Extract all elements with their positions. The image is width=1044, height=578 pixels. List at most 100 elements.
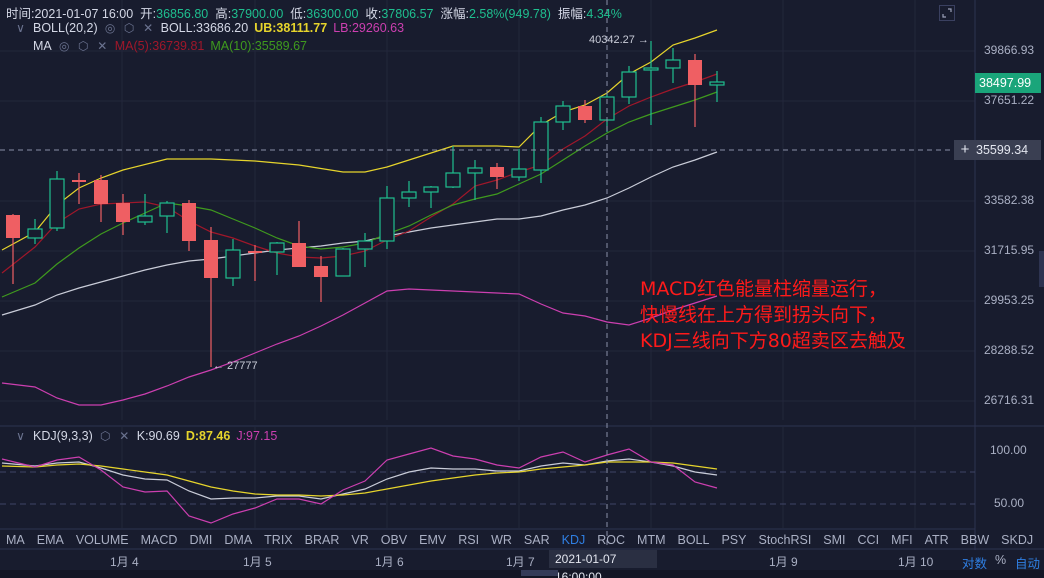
price-axis-label: 37651.22 xyxy=(984,93,1035,107)
time-axis[interactable]: 1月 4 1月 5 1月 6 1月 7 1月 9 1月 10 xyxy=(0,550,1044,570)
tab-boll[interactable]: BOLL xyxy=(677,533,710,547)
tab-sar[interactable]: SAR xyxy=(523,533,550,547)
time-axis-label: 1月 9 xyxy=(769,555,798,569)
price-axis-label: 29953.25 xyxy=(984,293,1035,307)
open-value: 36856.80 xyxy=(156,7,209,21)
gear-icon[interactable]: ⬡ xyxy=(123,20,135,35)
boll-mid-value: BOLL:33686.20 xyxy=(160,21,249,35)
time-value: 2021-01-07 16:00 xyxy=(34,7,134,21)
boll-legend: ∨ BOLL(20,2) ◎ ⬡ ✕ BOLL:33686.20 UB:3811… xyxy=(14,21,404,35)
eye-icon[interactable]: ◎ xyxy=(59,38,70,53)
current-price-tag: 38497.99 xyxy=(975,73,1041,93)
kdj-j-value: J:97.15 xyxy=(236,429,278,443)
expand-icon xyxy=(942,8,952,18)
low-marker: ← 27777 xyxy=(213,360,258,372)
collapse-icon[interactable]: ∨ xyxy=(16,20,25,35)
candlesticks xyxy=(6,41,725,367)
close-icon[interactable]: ✕ xyxy=(143,20,154,35)
time-axis-label: 1月 6 xyxy=(375,555,404,569)
kdj-name: KDJ(9,3,3) xyxy=(33,429,93,443)
crosshair-price-tag: +35599.34 xyxy=(954,140,1041,160)
time-axis-label: 1月 7 xyxy=(506,555,535,569)
tab-bias[interactable]: BIAS xyxy=(1039,530,1044,550)
tab-roc[interactable]: ROC xyxy=(597,533,626,547)
change-value: 2.58%(949.78) xyxy=(468,7,551,21)
gear-icon[interactable]: ⬡ xyxy=(100,428,111,443)
ma-name: MA xyxy=(33,39,52,53)
crosshair xyxy=(0,0,955,549)
close-icon[interactable]: ✕ xyxy=(97,38,108,53)
annotation-line: KDJ三线向下方80超卖区去触及 xyxy=(640,330,906,352)
crosshair-price-value: 35599.34 xyxy=(976,143,1029,157)
tab-atr[interactable]: ATR xyxy=(924,533,949,547)
tab-psy[interactable]: PSY xyxy=(721,533,747,547)
tab-trix[interactable]: TRIX xyxy=(264,533,293,547)
tab-obv[interactable]: OBV xyxy=(380,533,408,547)
annotation-line: 快慢线在上方得到拐头向下， xyxy=(640,304,888,326)
price-axis-label: 26716.31 xyxy=(984,393,1035,407)
price-axis-label: 28288.52 xyxy=(984,343,1035,357)
annotation-line: MACD红色能量柱缩量运行， xyxy=(640,278,887,300)
open-label: 开: xyxy=(140,7,157,21)
percent-scale-toggle[interactable]: % xyxy=(995,553,1007,567)
side-panel-handle[interactable] xyxy=(1039,251,1044,287)
tab-dma[interactable]: DMA xyxy=(224,533,253,547)
tab-ma[interactable]: MA xyxy=(6,533,25,547)
high-value: 37900.00 xyxy=(231,7,284,21)
tab-rsi[interactable]: RSI xyxy=(458,533,480,547)
tab-emv[interactable]: EMV xyxy=(419,533,447,547)
tab-ema[interactable]: EMA xyxy=(36,533,64,547)
kdj-d-value: D:87.46 xyxy=(185,429,231,443)
kdj-axis-label: 50.00 xyxy=(994,496,1025,510)
tab-stochrsi[interactable]: StochRSI xyxy=(758,533,812,547)
time-label: 时间: xyxy=(6,7,35,21)
tab-cci[interactable]: CCI xyxy=(857,533,880,547)
analysis-annotation: MACD红色能量柱缩量运行， 快慢线在上方得到拐头向下， KDJ三线向下方80超… xyxy=(640,276,906,354)
fullscreen-button[interactable] xyxy=(939,5,955,21)
plus-icon[interactable]: + xyxy=(960,141,970,158)
price-axis-label: 33582.38 xyxy=(984,193,1035,207)
collapse-icon[interactable]: ∨ xyxy=(16,428,25,443)
auto-scale-toggle[interactable]: 自动 xyxy=(1015,557,1041,571)
close-label: 收: xyxy=(365,7,382,21)
high-marker: 40342.27 → xyxy=(589,34,649,46)
time-scrollbar[interactable] xyxy=(521,570,558,576)
ma5-value: MA(5):36739.81 xyxy=(114,39,205,53)
amplitude-value: 4.34% xyxy=(586,7,622,21)
low-label: 低: xyxy=(290,7,307,21)
tab-bbw[interactable]: BBW xyxy=(960,533,990,547)
ohlc-header: 时间:2021-01-07 16:00 开:36856.80 高:37900.0… xyxy=(6,3,622,22)
price-axis-label: 39866.93 xyxy=(984,43,1035,57)
tab-smi[interactable]: SMI xyxy=(823,533,846,547)
price-axis-label: 31715.95 xyxy=(984,243,1035,257)
tab-mtm[interactable]: MTM xyxy=(637,533,666,547)
boll-ub-value: UB:38111.77 xyxy=(254,21,328,35)
kdj-lines xyxy=(1,447,718,524)
tab-skdj[interactable]: SKDJ xyxy=(1001,533,1034,547)
tab-macd[interactable]: MACD xyxy=(140,533,178,547)
crosshair-time-tag: 2021-01-07 16:00:00 xyxy=(549,550,657,578)
eye-icon[interactable]: ◎ xyxy=(104,20,116,35)
high-label: 高: xyxy=(215,7,232,21)
tab-brar[interactable]: BRAR xyxy=(304,533,340,547)
change-label: 涨幅: xyxy=(440,7,469,21)
kdj-k-value: K:90.69 xyxy=(136,429,180,443)
gear-icon[interactable]: ⬡ xyxy=(78,38,89,53)
boll-name: BOLL(20,2) xyxy=(33,21,98,35)
tab-kdj[interactable]: KDJ xyxy=(561,533,586,547)
indicator-tabs: MA EMA VOLUME MACD DMI DMA TRIX BRAR VR OBV EMV RSI… xyxy=(0,530,1033,550)
low-value: 36300.00 xyxy=(306,7,359,21)
close-icon[interactable]: ✕ xyxy=(119,428,130,443)
tab-wr[interactable]: WR xyxy=(491,533,512,547)
tab-dmi[interactable]: DMI xyxy=(189,533,213,547)
tab-volume[interactable]: VOLUME xyxy=(75,533,129,547)
ma-legend: MA ◎ ⬡ ✕ MA(5):36739.81 MA(10):35589.67 xyxy=(33,39,307,53)
boll-lb-value: LB:29260.63 xyxy=(333,21,405,35)
current-price-value: 38497.99 xyxy=(979,76,1032,90)
log-scale-toggle[interactable]: 对数 xyxy=(962,557,988,571)
tab-mfi[interactable]: MFI xyxy=(891,533,913,547)
tab-vr[interactable]: VR xyxy=(351,533,369,547)
